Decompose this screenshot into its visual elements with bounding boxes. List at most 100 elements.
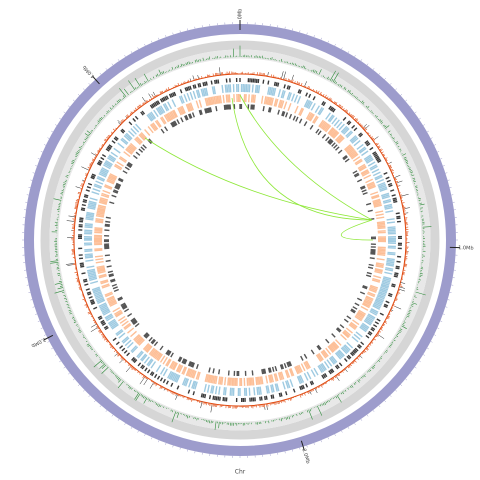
ring-tick [418, 117, 421, 120]
ring-tick [360, 59, 363, 62]
black-spikes [65, 67, 410, 413]
link [231, 97, 373, 221]
ring-tick [51, 130, 54, 133]
ring-tick [99, 72, 102, 75]
ring-tick [158, 37, 160, 40]
ring-tick [360, 418, 363, 421]
ring-tick [172, 32, 174, 35]
ring-tick [54, 354, 57, 356]
ring-tick [434, 334, 437, 336]
tracks [22, 22, 458, 458]
ring-tick [400, 93, 403, 96]
ring-tick [137, 47, 139, 50]
ring-tick [88, 83, 91, 85]
scale-label: 3.0Mb [30, 336, 46, 348]
ring-tick [389, 395, 392, 397]
scale-label: 0Mb [238, 9, 244, 20]
ring-tick [43, 144, 46, 146]
ring-tick [426, 130, 429, 133]
ring-tick [372, 68, 375, 70]
ring-tick [320, 37, 322, 40]
ring-tick [83, 88, 85, 91]
ring-tick [172, 445, 174, 448]
ring-tick [430, 137, 433, 139]
ring-tick [299, 30, 301, 33]
ring-tick [437, 327, 440, 329]
ring-tick [440, 158, 443, 160]
ring-tick [130, 51, 133, 54]
ring-tick [354, 423, 356, 426]
line-track [73, 73, 407, 407]
ring-tick [43, 334, 46, 336]
scale-tick [92, 76, 100, 85]
ring-tick [414, 366, 417, 369]
ring-tick [111, 63, 114, 66]
ring-tick [442, 313, 445, 315]
ring-tick [347, 426, 350, 429]
ring-tick [88, 395, 91, 397]
gene-track [77, 77, 403, 403]
ring-tick [430, 341, 433, 343]
scale-label: 4.0Mb [82, 64, 97, 79]
reverse-track [93, 93, 387, 387]
ring-tick [130, 426, 133, 429]
scale-tick [300, 440, 305, 451]
ring-tick [423, 354, 426, 356]
ring-tick [144, 43, 146, 46]
ring-tick [400, 384, 403, 387]
ring-tick [366, 414, 369, 417]
ring-tick [77, 93, 80, 96]
forward-track [83, 83, 397, 397]
ring-tick [72, 378, 75, 381]
ring-tick [410, 105, 412, 108]
ring-tick [434, 144, 437, 146]
link [239, 94, 373, 221]
ring-tick [165, 35, 167, 38]
ring-tick [414, 111, 417, 114]
ring-tick [440, 320, 443, 322]
ring-tick [63, 111, 66, 114]
ring-tick [395, 389, 397, 392]
ring-tick [445, 172, 448, 174]
ring-tick [165, 442, 167, 445]
scale-tick [43, 334, 54, 341]
ring-tick [51, 347, 54, 350]
gc-ring [40, 40, 440, 440]
ring-tick [179, 30, 181, 33]
ring-tick [437, 151, 440, 153]
ring-tick [384, 400, 387, 403]
ring-tick [30, 179, 33, 181]
ring-tick [40, 327, 43, 329]
ring-tick [334, 434, 336, 437]
ring-tick [313, 442, 315, 445]
ring-tick [105, 68, 108, 70]
ring-tick [378, 405, 381, 408]
chromosome-ring [24, 24, 456, 456]
ring-tick [320, 440, 322, 443]
ring-tick [405, 99, 408, 102]
ring-tick [93, 400, 96, 403]
ring-tick [111, 414, 114, 417]
ring-tick [124, 423, 126, 426]
ring-tick [423, 124, 426, 126]
ring-tick [37, 320, 40, 322]
ring-tick [418, 360, 421, 363]
ring-tick [405, 378, 408, 381]
ring-tick [59, 117, 62, 120]
ring-tick [63, 366, 66, 369]
ring-tick [395, 88, 397, 91]
ring-tick [144, 434, 146, 437]
ring-tick [83, 389, 85, 392]
link [340, 219, 374, 241]
ring-tick [151, 437, 153, 440]
ring-tick [366, 63, 369, 66]
ring-tick [117, 418, 120, 421]
ring-tick [378, 72, 381, 75]
ring-gap [37, 37, 443, 443]
ring-tick [72, 99, 75, 102]
ring-tick [447, 299, 450, 301]
ring-tick [299, 447, 301, 450]
ring-tick [117, 59, 120, 62]
ring-tick [30, 299, 33, 301]
ring-tick [347, 51, 350, 54]
